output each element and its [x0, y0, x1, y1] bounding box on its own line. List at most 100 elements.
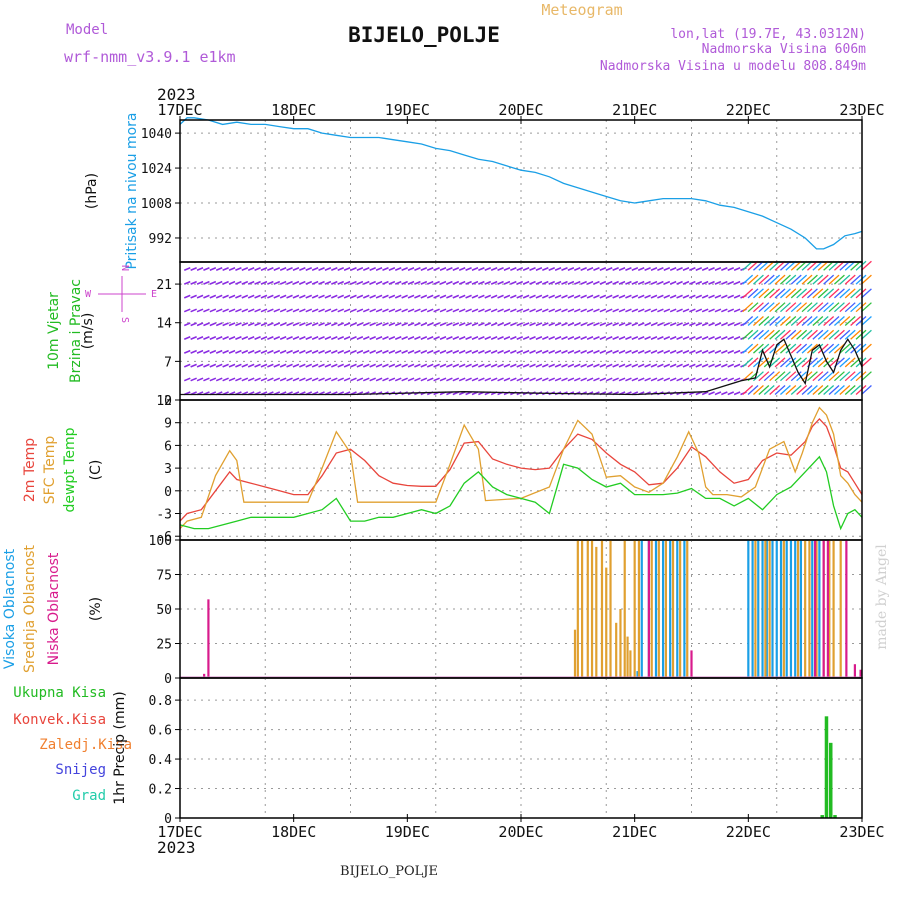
legend-label: Ukupna Kisa	[13, 685, 106, 701]
wind-barb	[763, 329, 775, 340]
ylabel: Niska Oblacnost	[46, 552, 62, 665]
wind-barb	[650, 363, 658, 368]
wind-barb	[747, 384, 759, 395]
wind-barb	[780, 260, 791, 271]
wind-barb	[522, 377, 530, 382]
wind-barb	[763, 315, 775, 326]
bar	[590, 540, 594, 678]
wind-barb	[375, 280, 383, 285]
wind-barb	[458, 267, 466, 272]
wind-barb	[637, 280, 645, 285]
wind-barb	[446, 294, 453, 299]
wind-barb	[554, 377, 562, 382]
compass-w: W	[85, 289, 92, 300]
wind-barb	[254, 322, 261, 327]
wind-barb	[612, 280, 619, 285]
wind-barb	[855, 384, 867, 395]
wind-barb	[324, 294, 332, 299]
wind-barb	[510, 336, 517, 341]
wind-barb	[375, 294, 383, 299]
wind-barb	[369, 363, 376, 368]
wind-barb	[644, 322, 651, 327]
wind-barb	[299, 349, 306, 354]
wind-barb	[228, 308, 236, 313]
wind-barb	[682, 308, 690, 313]
wind-barb	[241, 267, 249, 272]
wind-barb	[414, 336, 421, 341]
wind-barb	[650, 294, 658, 299]
wind-barb	[267, 377, 274, 382]
wind-barb	[605, 294, 613, 299]
wind-barb	[733, 294, 741, 299]
wind-barb	[695, 294, 703, 299]
wind-barb	[834, 371, 845, 382]
wind-barb	[465, 336, 472, 341]
wind-barb	[273, 280, 281, 285]
wind-barb	[215, 294, 223, 299]
wind-barb	[823, 371, 835, 382]
wind-barb	[343, 294, 351, 299]
wind-barb	[689, 377, 696, 382]
wind-barb	[343, 363, 351, 368]
wind-barb	[292, 308, 300, 313]
wind-barb	[801, 288, 813, 299]
wind-barb	[742, 329, 754, 340]
wind-barb	[331, 294, 338, 299]
wind-barb	[273, 336, 281, 341]
wind-barb	[823, 274, 835, 285]
wind-barb	[695, 280, 703, 285]
wind-barb	[535, 308, 543, 313]
wind-barb	[774, 371, 786, 382]
wind-barb	[663, 294, 671, 299]
bar	[839, 540, 842, 678]
wind-barb	[446, 280, 453, 285]
wind-barb	[311, 294, 319, 299]
wind-barb	[676, 363, 683, 368]
wind-barb	[548, 349, 556, 354]
wind-barb	[657, 349, 664, 354]
wind-barb	[362, 336, 370, 341]
wind-barb	[834, 329, 845, 340]
wind-barb	[260, 280, 268, 285]
wind-barb	[267, 280, 274, 285]
wind-barb	[839, 260, 851, 271]
wind-barb	[446, 336, 453, 341]
wind-barb	[548, 377, 556, 382]
wind-barb	[286, 322, 293, 327]
bar	[623, 540, 626, 678]
y-tick-label: 0	[164, 394, 172, 409]
wind-barb	[644, 308, 651, 313]
wind-barb	[407, 349, 415, 354]
wind-barb	[510, 294, 517, 299]
wind-barb	[522, 363, 530, 368]
wind-barb	[844, 357, 856, 368]
wind-barb	[190, 322, 197, 327]
wind-barb	[860, 302, 872, 313]
wind-barb	[812, 371, 824, 382]
wind-barb	[796, 371, 808, 382]
wind-barb	[299, 280, 306, 285]
wind-barb	[318, 377, 325, 382]
wind-barb	[407, 363, 415, 368]
wind-barb	[625, 267, 632, 272]
bar	[690, 650, 693, 678]
wind-barb	[241, 308, 249, 313]
wind-barb	[742, 343, 754, 354]
wind-barb	[331, 267, 338, 272]
wind-barb	[834, 274, 845, 285]
wind-barb	[780, 329, 791, 340]
wind-barb	[510, 280, 517, 285]
wind-barb	[318, 349, 325, 354]
wind-barb	[727, 336, 735, 341]
wind-barb	[503, 294, 511, 299]
wind-barb	[503, 267, 511, 272]
wind-barb	[548, 336, 556, 341]
wind-barb	[478, 349, 485, 354]
wind-barb	[471, 336, 479, 341]
bar	[761, 540, 764, 678]
wind-barb	[573, 363, 581, 368]
wind-barb	[701, 377, 709, 382]
y-tick-label: -6	[156, 530, 172, 545]
wind-barb	[860, 329, 872, 340]
wind-barb	[701, 267, 709, 272]
